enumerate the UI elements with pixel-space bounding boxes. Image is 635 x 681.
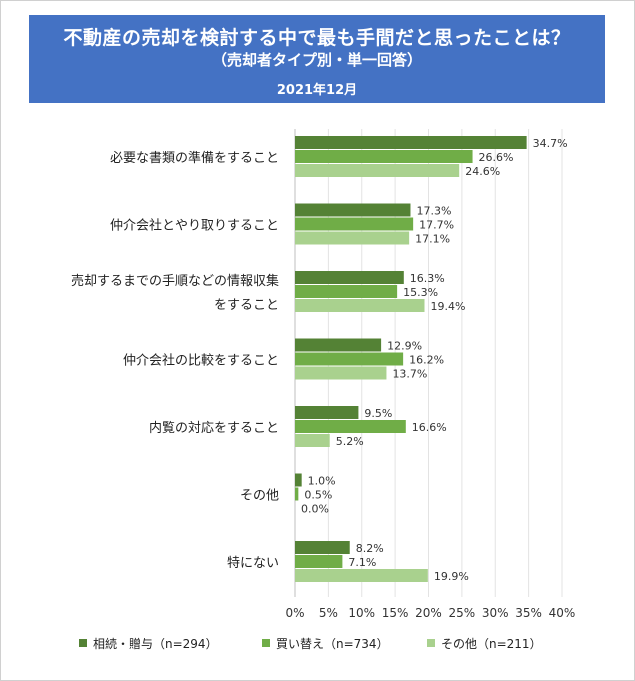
data-label: 15.3% — [403, 286, 438, 299]
bar — [295, 231, 410, 245]
bar — [295, 352, 404, 366]
category-label: その他 — [240, 489, 279, 504]
bar — [295, 487, 299, 501]
data-label: 5.2% — [336, 435, 364, 448]
x-tick-label: 10% — [348, 606, 375, 620]
legend-swatch — [262, 639, 270, 647]
category-label: 必要な書類の準備をすること — [110, 150, 279, 166]
bar — [295, 420, 406, 433]
category-label: 仲介会社とやり取りすること — [110, 218, 279, 234]
bar — [295, 299, 425, 312]
legend-label: その他（n=211） — [441, 637, 542, 651]
category-label: 仲介会社の比較をすること — [123, 353, 279, 369]
bar — [295, 271, 404, 284]
chart-header: 不動産の売却を検討する中で最も手間だと思ったことは？ （売却者タイプ別・単一回答… — [29, 15, 605, 103]
data-label: 9.5% — [364, 407, 392, 420]
category-label: 売却するまでの手順などの情報収集 — [71, 273, 279, 289]
x-tick-label: 15% — [382, 606, 409, 620]
x-tick-label: 5% — [319, 606, 338, 620]
data-label: 16.2% — [409, 354, 444, 367]
bar — [295, 366, 387, 380]
data-label: 17.3% — [416, 205, 451, 218]
data-label: 0.0% — [301, 503, 329, 516]
category-label: をすること — [214, 298, 279, 313]
x-tick-label: 35% — [515, 606, 542, 620]
bar — [295, 338, 382, 352]
data-label: 17.1% — [415, 233, 450, 246]
data-label: 19.9% — [434, 570, 469, 583]
legend-label: 相続・贈与（n=294） — [93, 636, 218, 651]
x-tick-label: 25% — [449, 606, 476, 620]
bar — [295, 541, 350, 554]
bar — [295, 217, 414, 231]
category-label: 特にない — [227, 556, 279, 571]
data-label: 24.6% — [465, 165, 500, 178]
bar — [295, 150, 473, 163]
chart-subtitle: （売却者タイプ別・単一回答） — [211, 51, 422, 69]
data-label: 1.0% — [308, 475, 336, 488]
x-tick-label: 30% — [482, 606, 509, 620]
data-label: 7.1% — [348, 556, 376, 569]
data-label: 13.7% — [392, 368, 427, 381]
bar — [295, 285, 398, 298]
bar — [295, 203, 411, 217]
bar — [295, 406, 359, 419]
bar — [295, 164, 460, 177]
data-label: 8.2% — [356, 542, 384, 555]
bar — [295, 434, 330, 447]
x-tick-label: 20% — [415, 606, 442, 620]
chart-title: 不動産の売却を検討する中で最も手間だと思ったことは？ — [63, 27, 571, 49]
data-label: 17.7% — [419, 219, 454, 232]
data-label: 16.3% — [410, 272, 445, 285]
data-label: 16.6% — [412, 421, 447, 434]
bar — [295, 555, 343, 568]
data-label: 19.4% — [430, 300, 465, 313]
bar — [295, 136, 527, 149]
legend-label: 買い替え（n=734） — [276, 637, 389, 651]
category-label: 内覧の対応をすること — [149, 420, 279, 436]
x-tick-label: 40% — [549, 606, 576, 620]
bar — [295, 569, 428, 582]
bar — [295, 473, 302, 487]
chart-date: 2021年12月 — [276, 83, 358, 98]
data-label: 34.7% — [533, 137, 568, 150]
legend-swatch — [427, 639, 435, 647]
data-label: 0.5% — [304, 489, 332, 502]
data-label: 26.6% — [479, 151, 514, 164]
legend-swatch — [79, 639, 87, 647]
x-tick-label: 0% — [285, 606, 304, 620]
data-label: 12.9% — [387, 340, 422, 353]
